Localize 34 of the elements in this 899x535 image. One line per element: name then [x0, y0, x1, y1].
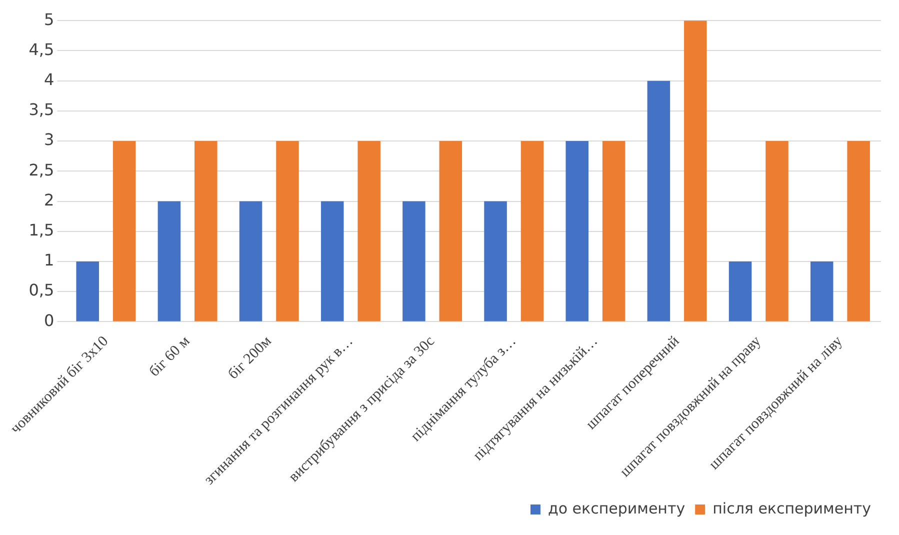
y-tick-label: 0 [44, 310, 54, 330]
bar [684, 20, 707, 322]
bar [647, 80, 670, 322]
y-tick-label: 4,5 [28, 40, 54, 59]
bar [76, 261, 99, 322]
bar [239, 201, 262, 322]
legend-label: до експерименту [548, 499, 686, 518]
bar [728, 261, 752, 322]
y-tick-label: 3,5 [28, 100, 54, 120]
y-tick-label: 2 [44, 190, 54, 210]
bar [320, 201, 344, 322]
bar [112, 141, 136, 322]
y-tick-label: 3 [44, 130, 54, 150]
bar [566, 141, 588, 322]
legend-label: після експерименту [712, 499, 872, 518]
bar [766, 141, 788, 322]
x-tick-label: біг 60 м [146, 333, 194, 380]
bar [194, 141, 218, 322]
bar [847, 141, 870, 322]
bar [810, 261, 834, 322]
bar [484, 201, 507, 322]
bar [402, 201, 426, 322]
y-tick-label: 1,5 [28, 220, 54, 240]
bar [276, 141, 299, 322]
bar [520, 141, 544, 322]
bar [158, 201, 181, 322]
y-tick-label: 1 [44, 250, 54, 270]
y-tick-label: 4 [44, 70, 54, 89]
y-tick-label: 5 [44, 10, 54, 29]
bar [439, 141, 462, 322]
y-tick-label: 0,5 [28, 280, 54, 300]
y-tick-label: 2,5 [28, 160, 54, 180]
bar [602, 141, 626, 322]
bar [358, 141, 380, 322]
